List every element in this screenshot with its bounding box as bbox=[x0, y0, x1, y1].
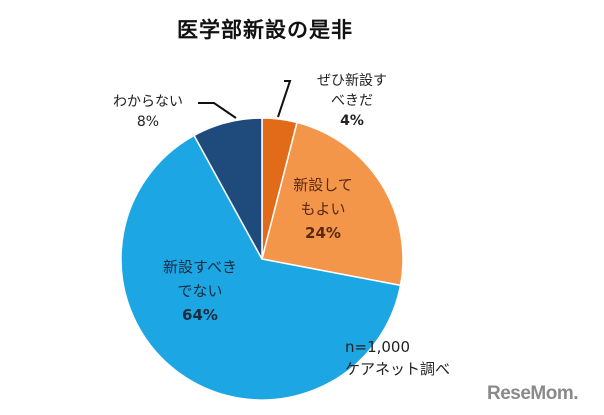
label-pct: 24% bbox=[305, 224, 341, 242]
label-line: ぜひ新設す bbox=[317, 73, 387, 89]
leader-line-4pct bbox=[277, 80, 292, 118]
label-line: もよい bbox=[300, 200, 346, 218]
label-line: わからない bbox=[113, 94, 183, 110]
label-strongly-yes: ぜひ新設す べきだ 4% bbox=[292, 71, 412, 131]
label-pct: 8% bbox=[136, 114, 160, 130]
pie-slices bbox=[120, 117, 404, 401]
pie-slice bbox=[120, 134, 402, 401]
label-pct: 64% bbox=[182, 306, 218, 324]
pie-slice bbox=[193, 117, 263, 260]
sample-size: n=1,000 bbox=[345, 338, 411, 356]
pie-slice bbox=[261, 121, 404, 287]
label-should-not: 新設すべき でない 64% bbox=[150, 255, 250, 327]
label-pct: 4% bbox=[340, 113, 364, 129]
label-line: べきだ bbox=[331, 93, 373, 109]
source: ケアネット調べ bbox=[345, 360, 451, 378]
label-dont-know: わからない 8% bbox=[98, 92, 198, 132]
label-ok: 新設して もよい 24% bbox=[278, 173, 368, 245]
leader-line-8pct bbox=[198, 102, 237, 119]
label-line: 新設して bbox=[293, 176, 353, 194]
chart-note: n=1,000 ケアネット調べ bbox=[345, 336, 450, 380]
chart-title: 医学部新設の是非 bbox=[177, 18, 353, 42]
resemom-logo: ReseMom. bbox=[487, 383, 579, 404]
label-line: 新設すべき bbox=[163, 258, 237, 276]
label-line: でない bbox=[177, 282, 223, 300]
